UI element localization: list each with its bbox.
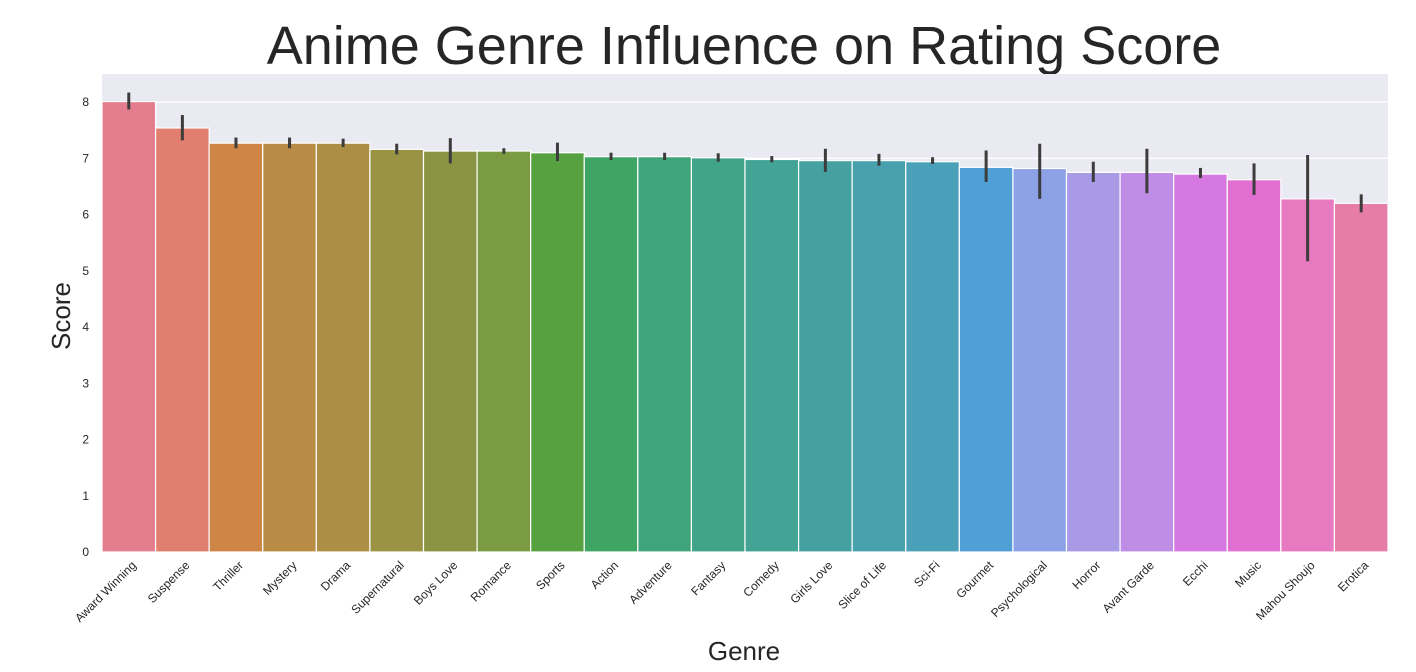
bar [422,150,478,553]
bar [530,152,585,553]
bar [637,156,693,553]
x-tick-label: Erotica [1335,558,1372,595]
x-tick-label: Ecchi [1180,558,1211,589]
x-tick-label: Avant Garde [1100,558,1158,616]
y-tick-label: 0 [82,545,89,559]
bar [851,160,907,553]
x-tick-label: Gourmet [953,558,996,601]
x-axis-label: Genre [708,636,780,666]
bar [1226,179,1282,553]
y-tick-label: 7 [82,151,89,165]
x-tick-labels: Award Winning Suspense Thriller Mystery Dram… [72,558,1371,625]
bar [262,142,317,553]
x-tick-label: Thriller [210,558,246,594]
x-tick-label: Comedy [740,558,781,599]
y-tick-label: 3 [82,376,89,390]
x-tick-label: Music [1232,558,1264,590]
bar [1333,202,1389,553]
bar [101,100,157,553]
x-tick-label: Horror [1069,558,1103,592]
bar [315,142,371,553]
bars [101,100,1389,553]
y-tick-label: 4 [82,320,89,334]
x-tick-label: Action [588,558,621,591]
bar [476,150,532,553]
bar [583,156,639,553]
y-tick-label: 1 [82,489,89,503]
x-tick-label: Suspense [145,558,193,606]
x-tick-label: Drama [318,558,354,594]
error-bars [127,92,1363,262]
bar [1119,171,1175,553]
bar [744,158,800,553]
x-tick-label: Award Winning [72,558,139,625]
x-tick-label: Slice of Life [835,558,889,612]
x-tick-label: Adventure [626,558,675,607]
bar [797,160,853,553]
bar [1173,173,1228,553]
x-tick-label: Sports [533,558,567,592]
x-tick-label: Sci-Fi [911,558,943,590]
bar [369,148,425,553]
bar [1065,171,1121,553]
bar [1012,167,1068,553]
x-tick-label: Fantasy [688,558,728,598]
bar [958,166,1014,553]
x-tick-label: Psychological [988,558,1050,620]
x-tick-label: Mystery [260,558,300,598]
x-tick-label: Boys Love [411,558,461,608]
y-axis-label: Score [46,282,76,350]
x-tick-label: Girls Love [787,558,835,606]
chart-title: Anime Genre Influence on Rating Score [267,16,1222,76]
y-tick-labels: 0 1 2 3 4 5 6 7 8 [82,95,89,559]
bar [690,157,746,553]
bar [208,142,264,553]
y-tick-label: 8 [82,95,89,109]
x-tick-label: Romance [468,558,514,604]
bar [154,127,210,553]
bar [905,161,960,553]
y-tick-label: 6 [82,208,89,222]
y-tick-label: 2 [82,433,89,447]
y-tick-label: 5 [82,264,89,278]
x-tick-label: Supernatural [348,558,406,616]
